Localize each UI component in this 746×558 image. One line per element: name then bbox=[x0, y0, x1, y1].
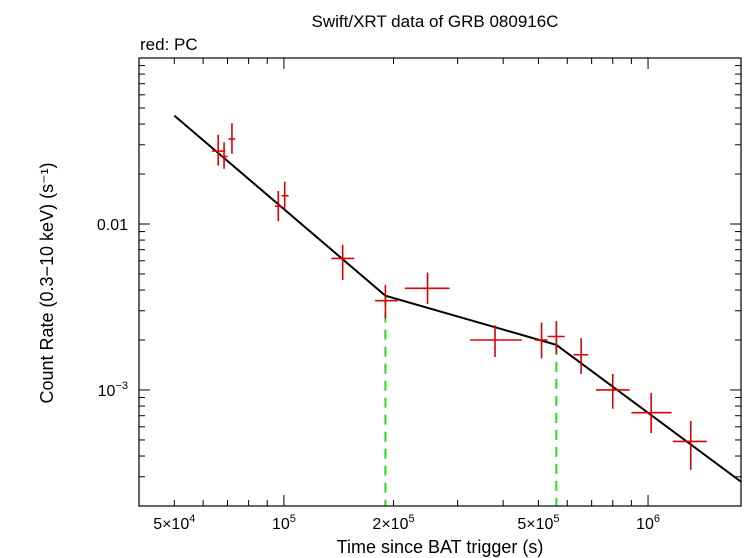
data-point bbox=[212, 134, 226, 166]
x-tick-label: 5×105 bbox=[517, 513, 559, 533]
model-fit bbox=[173, 114, 741, 483]
y-tick-label: 10−3 bbox=[98, 380, 128, 400]
data-point bbox=[404, 272, 450, 304]
axis-ticks bbox=[138, 57, 741, 507]
x-tick-labels: 5×104 105 2×105 5×105 106 bbox=[153, 513, 660, 533]
data-point bbox=[274, 191, 282, 222]
model-line bbox=[173, 114, 741, 483]
break-time-markers bbox=[384, 295, 558, 506]
x-tick-label: 2×105 bbox=[372, 513, 414, 533]
data-point bbox=[573, 338, 589, 374]
data-point bbox=[331, 244, 355, 280]
data-point bbox=[631, 392, 672, 434]
chart-title: Swift/XRT data of GRB 080916C bbox=[312, 12, 559, 31]
data-point bbox=[375, 284, 398, 319]
data-point bbox=[535, 322, 548, 359]
data-point bbox=[281, 181, 289, 210]
data-point bbox=[547, 321, 565, 354]
y-tick-label: 0.01 bbox=[97, 217, 128, 234]
x-tick-label: 5×104 bbox=[153, 513, 195, 533]
data-points bbox=[212, 123, 707, 470]
x-tick-label: 105 bbox=[272, 513, 296, 533]
data-point bbox=[672, 421, 707, 470]
y-tick-labels: 0.01 10−3 bbox=[97, 217, 128, 400]
plot-frame bbox=[138, 57, 742, 507]
data-point bbox=[220, 142, 228, 169]
chart-subtitle: red: PC bbox=[140, 35, 198, 54]
y-axis-label: Count Rate (0.3−10 keV) (s⁻¹) bbox=[37, 162, 57, 403]
data-point bbox=[228, 123, 236, 154]
data-point bbox=[596, 373, 630, 409]
x-axis-label: Time since BAT trigger (s) bbox=[337, 537, 544, 557]
data-point bbox=[470, 325, 522, 358]
x-tick-label: 106 bbox=[636, 513, 660, 533]
